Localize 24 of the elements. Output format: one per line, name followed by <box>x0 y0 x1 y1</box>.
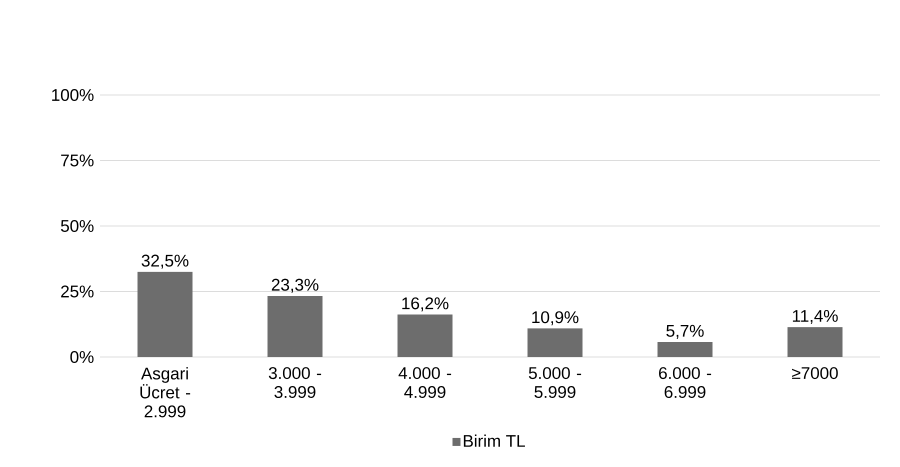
y-tick-label: 50% <box>60 220 94 232</box>
bar <box>138 272 193 357</box>
x-tick-label: 4.000 - 4.999 <box>398 367 452 398</box>
y-tick-label: 75% <box>61 154 94 166</box>
data-label: 16,2% <box>402 297 448 312</box>
x-tick-label: ≥7000 <box>792 367 838 380</box>
legend-label: Birim TL <box>464 434 525 447</box>
bar <box>528 328 583 357</box>
data-label: 10,9% <box>532 311 578 326</box>
data-label: 11,4% <box>792 310 838 324</box>
y-tick-label: 100% <box>52 88 94 101</box>
data-label: 23,3% <box>272 278 318 293</box>
y-tick-label: 0% <box>70 350 94 363</box>
x-tick-label: 5.000 - 5.999 <box>528 367 582 398</box>
x-tick-label: 6.000 - 6.999 <box>659 367 712 398</box>
data-label: 5,7% <box>666 324 704 339</box>
bar <box>658 342 713 357</box>
x-tick-label: Asgari Ücret - 2.999 <box>140 367 190 418</box>
bar <box>268 296 323 357</box>
bar <box>398 314 453 357</box>
data-label: 32,5% <box>142 254 188 269</box>
y-tick-label: 25% <box>61 285 94 298</box>
x-tick-label: 3.000 - 3.999 <box>268 367 322 398</box>
bar <box>788 327 843 357</box>
